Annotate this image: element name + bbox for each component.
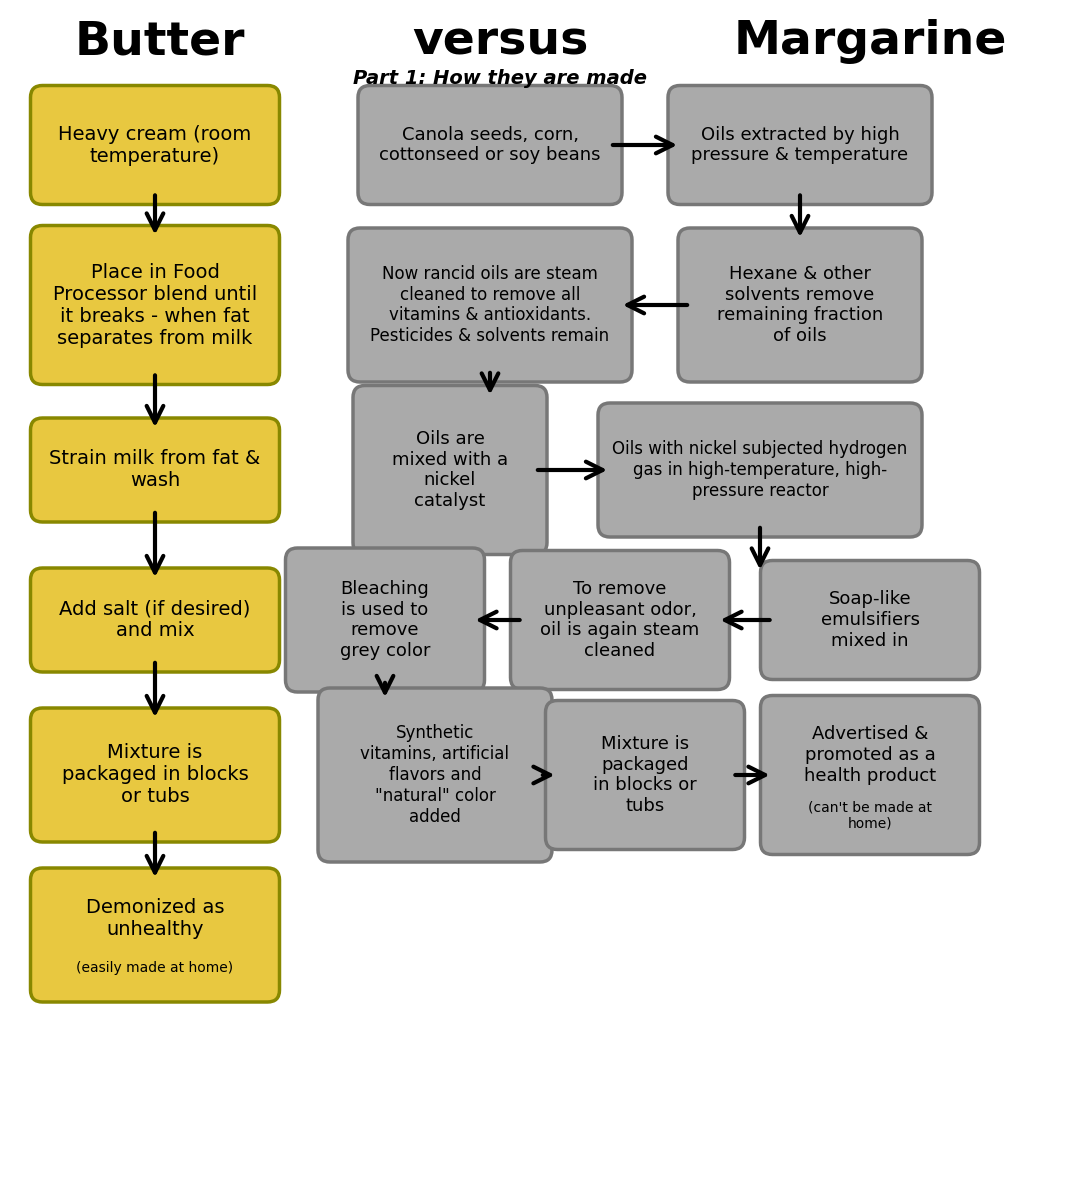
FancyBboxPatch shape xyxy=(30,709,280,842)
FancyBboxPatch shape xyxy=(318,689,552,862)
Text: Oils extracted by high
pressure & temperature: Oils extracted by high pressure & temper… xyxy=(691,126,908,164)
FancyBboxPatch shape xyxy=(30,86,280,204)
Text: Mixture is
packaged
in blocks or
tubs: Mixture is packaged in blocks or tubs xyxy=(593,735,697,815)
Text: Now rancid oils are steam
cleaned to remove all
vitamins & antioxidants.
Pestici: Now rancid oils are steam cleaned to rem… xyxy=(370,265,609,345)
FancyBboxPatch shape xyxy=(30,568,280,672)
FancyBboxPatch shape xyxy=(30,868,280,1002)
Text: Canola seeds, corn,
cottonseed or soy beans: Canola seeds, corn, cottonseed or soy be… xyxy=(379,126,600,164)
Text: Mixture is
packaged in blocks
or tubs: Mixture is packaged in blocks or tubs xyxy=(62,744,248,806)
FancyBboxPatch shape xyxy=(285,548,485,692)
Text: Bleaching
is used to
remove
grey color: Bleaching is used to remove grey color xyxy=(340,580,430,660)
Text: (can't be made at
home): (can't be made at home) xyxy=(808,801,932,830)
FancyBboxPatch shape xyxy=(348,228,632,382)
Text: Advertised &
promoted as a
health product: Advertised & promoted as a health produc… xyxy=(804,725,936,784)
Text: versus: versus xyxy=(411,20,589,65)
Text: Hexane & other
solvents remove
remaining fraction
of oils: Hexane & other solvents remove remaining… xyxy=(717,265,883,345)
FancyBboxPatch shape xyxy=(30,225,280,384)
Text: Strain milk from fat &
wash: Strain milk from fat & wash xyxy=(50,449,260,490)
FancyBboxPatch shape xyxy=(353,386,546,554)
Text: Heavy cream (room
temperature): Heavy cream (room temperature) xyxy=(58,125,252,165)
Text: Butter: Butter xyxy=(75,20,245,65)
FancyBboxPatch shape xyxy=(598,403,922,536)
Text: Soap-like
emulsifiers
mixed in: Soap-like emulsifiers mixed in xyxy=(821,591,919,650)
Text: To remove
unpleasant odor,
oil is again steam
cleaned: To remove unpleasant odor, oil is again … xyxy=(540,580,700,660)
FancyBboxPatch shape xyxy=(678,228,922,382)
Text: Synthetic
vitamins, artificial
flavors and
"natural" color
added: Synthetic vitamins, artificial flavors a… xyxy=(361,724,510,825)
Text: Oils with nickel subjected hydrogen
gas in high-temperature, high-
pressure reac: Oils with nickel subjected hydrogen gas … xyxy=(612,440,907,500)
FancyBboxPatch shape xyxy=(545,700,744,850)
FancyBboxPatch shape xyxy=(357,86,622,204)
FancyBboxPatch shape xyxy=(669,86,932,204)
FancyBboxPatch shape xyxy=(30,419,280,522)
FancyBboxPatch shape xyxy=(511,551,729,690)
Text: Part 1: How they are made: Part 1: How they are made xyxy=(353,68,647,87)
Text: Margarine: Margarine xyxy=(733,20,1007,65)
FancyBboxPatch shape xyxy=(760,696,980,855)
FancyBboxPatch shape xyxy=(760,560,980,679)
Text: Place in Food
Processor blend until
it breaks - when fat
separates from milk: Place in Food Processor blend until it b… xyxy=(53,263,257,348)
Text: (easily made at home): (easily made at home) xyxy=(77,961,233,975)
Text: Add salt (if desired)
and mix: Add salt (if desired) and mix xyxy=(59,599,251,640)
Text: Oils are
mixed with a
nickel
catalyst: Oils are mixed with a nickel catalyst xyxy=(392,430,508,511)
Text: Demonized as
unhealthy: Demonized as unhealthy xyxy=(85,898,225,938)
